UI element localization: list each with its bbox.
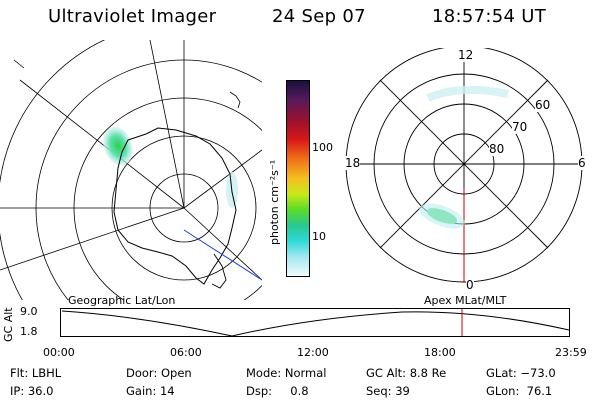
lat-label-60: 60 xyxy=(535,98,551,112)
glat-info: GLat: −73.0 xyxy=(486,366,556,380)
x-tick-2359: 23:59 xyxy=(555,346,587,359)
geographic-map xyxy=(0,40,262,300)
colorbar-unit-label: photon cm⁻²s⁻¹ xyxy=(268,159,281,245)
x-tick-0600: 06:00 xyxy=(170,346,202,359)
x-tick-1800: 18:00 xyxy=(424,346,456,359)
timeline-y-tick-min: 1.8 xyxy=(20,325,38,338)
date-label: 24 Sep 07 xyxy=(272,6,366,27)
x-tick-0000: 00:00 xyxy=(43,346,75,359)
timeline-right-title: Apex MLat/MLT xyxy=(424,294,507,307)
instrument-title: Ultraviolet Imager xyxy=(48,6,217,27)
colorbar-tick-10: 10 xyxy=(312,230,326,243)
timeline-y-tick-max: 9.0 xyxy=(20,305,38,318)
mlt-label-12: 12 xyxy=(458,48,474,62)
timeline-left-title: Geographic Lat/Lon xyxy=(68,294,176,307)
timeline-y-label: GC Alt xyxy=(2,307,15,342)
mlt-label-0: 0 xyxy=(466,278,474,292)
mlt-label-6: 6 xyxy=(578,156,586,170)
magnetic-polar-plot xyxy=(345,48,583,283)
mlt-label-18: 18 xyxy=(345,156,361,170)
timeline-plot xyxy=(60,308,570,337)
glon-info: GLon: 76.1 xyxy=(486,384,553,398)
time-label: 18:57:54 UT xyxy=(432,6,547,27)
mode-info: Mode: Normal xyxy=(246,366,327,380)
filter-info: Flt: LBHL xyxy=(10,366,62,380)
colorbar-tick-100: 100 xyxy=(312,141,333,154)
x-tick-1200: 12:00 xyxy=(297,346,329,359)
door-info: Door: Open xyxy=(126,366,192,380)
lat-label-70: 70 xyxy=(512,120,528,134)
colorbar xyxy=(286,80,310,277)
seq-info: Seq: 39 xyxy=(366,384,410,398)
dsp-info: Dsp: 0.8 xyxy=(246,384,309,398)
gain-info: Gain: 14 xyxy=(126,384,175,398)
lat-label-80: 80 xyxy=(489,142,505,156)
ip-info: IP: 36.0 xyxy=(10,384,54,398)
gcalt-info: GC Alt: 8.8 Re xyxy=(366,366,447,380)
